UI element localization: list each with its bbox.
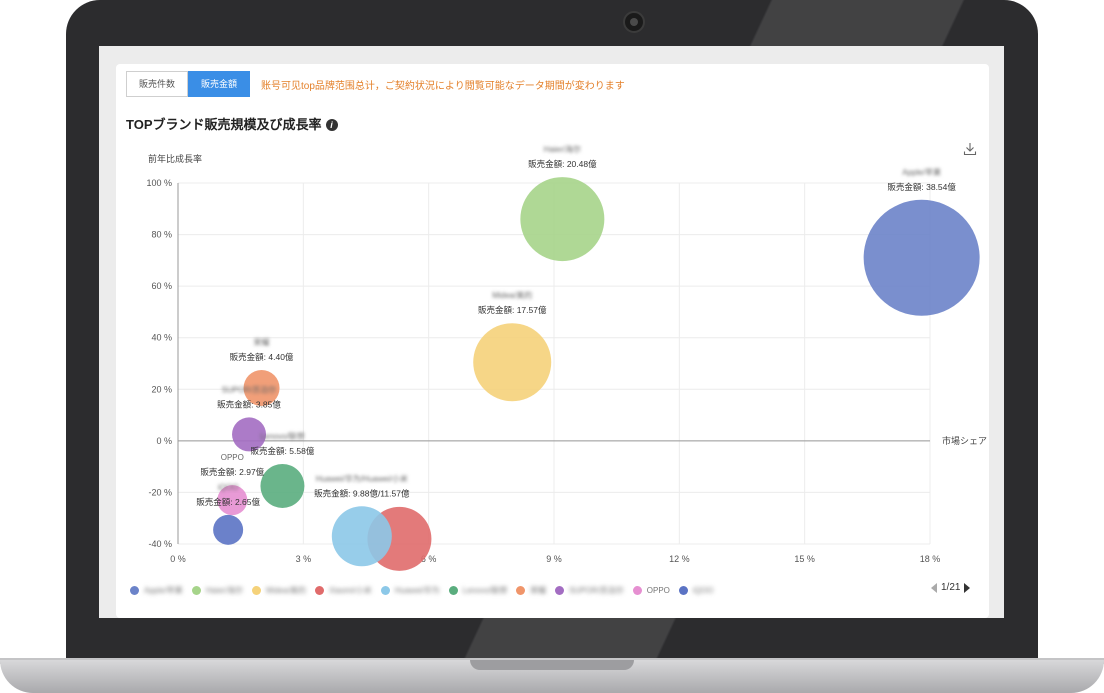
legend-label: Apple/苹果 bbox=[144, 586, 183, 595]
legend-swatch bbox=[130, 586, 139, 595]
x-tick-label: 0 % bbox=[170, 554, 186, 564]
x-axis-title: 市場シェア bbox=[942, 435, 987, 446]
laptop-notch bbox=[470, 660, 634, 670]
legend-item[interactable]: OPPO bbox=[632, 586, 670, 595]
legend-label: iQOO bbox=[692, 586, 714, 595]
legend-item[interactable]: iQOO bbox=[678, 586, 714, 595]
bubble-point bbox=[260, 463, 305, 508]
y-tick-label: -20 % bbox=[148, 487, 172, 497]
bubble-point bbox=[520, 177, 605, 262]
legend-label: 荣耀 bbox=[530, 586, 547, 595]
bubble-name-label: iQOO bbox=[218, 483, 238, 492]
bubble-value-label: 販売金額: 2.97億 bbox=[200, 467, 264, 477]
info-icon[interactable]: i bbox=[325, 119, 338, 131]
legend-swatch bbox=[315, 586, 325, 595]
data-range-notice: 账号可见top品牌范围总计，ご契約状況により閲覧可能なデータ期間が変わります bbox=[261, 81, 625, 92]
legend-swatch bbox=[252, 586, 262, 595]
chart-title-text: TOPブランド販売規模及び成長率 bbox=[126, 117, 322, 132]
legend-prev-icon[interactable] bbox=[931, 582, 937, 593]
legend-label: Huawei/华为 bbox=[394, 586, 440, 595]
bubble-value-label: 販売金額: 4.40億 bbox=[230, 352, 294, 362]
y-tick-label: 80 % bbox=[151, 230, 172, 240]
laptop-screen: 販売件数 販売金額 账号可见top品牌范围总计，ご契約状況により閲覧可能なデータ… bbox=[99, 46, 1004, 618]
legend-next-icon[interactable] bbox=[964, 582, 971, 593]
legend-item[interactable]: Apple/苹果 bbox=[130, 585, 183, 596]
legend-item[interactable]: 荣耀 bbox=[516, 585, 546, 596]
x-tick-label: 18 % bbox=[920, 554, 941, 564]
tab-sales-count[interactable]: 販売件数 bbox=[126, 71, 189, 97]
bubble-value-label: 販売金額: 20.48億 bbox=[528, 159, 597, 169]
y-tick-label: 100 % bbox=[146, 178, 172, 188]
bubble-name-label: Huawei/华为/Huawei/小米 bbox=[316, 473, 408, 483]
download-icon[interactable] bbox=[963, 142, 977, 156]
bubble-chart: 0 % 3 % 6 % 9 % 12 % 15 % 18 % 100 % 80 % 60 % 40 … bbox=[146, 144, 987, 571]
camera-icon bbox=[623, 11, 645, 33]
bubble-point bbox=[473, 323, 552, 402]
bubble-name-label: Apple/苹果 bbox=[902, 167, 941, 177]
x-tick-label: 12 % bbox=[669, 554, 690, 564]
bubble-name-label: OPPO bbox=[221, 453, 244, 462]
y-tick-label: 60 % bbox=[151, 281, 172, 291]
tab-sales-amount[interactable]: 販売金額 bbox=[188, 71, 251, 97]
legend-swatch bbox=[678, 586, 688, 595]
legend-page-indicator: 1/21 bbox=[941, 582, 961, 593]
legend-swatch bbox=[516, 586, 526, 595]
bubble-name-label: SUPOR/苏泊尔 bbox=[222, 384, 277, 394]
bubble-point bbox=[243, 369, 280, 406]
legend-label: SUPOR/苏泊尔 bbox=[569, 586, 624, 595]
x-tick-label: 3 % bbox=[296, 554, 312, 564]
chart-title: TOPブランド販売規模及び成長率 i bbox=[126, 114, 338, 133]
bubble-value-label: 販売金額: 3.85億 bbox=[217, 399, 281, 409]
legend-label: Midea/美的 bbox=[266, 586, 307, 595]
legend-item[interactable]: Lenovo/联想 bbox=[448, 585, 508, 596]
bubble-value-label: 販売金額: 5.58億 bbox=[251, 446, 315, 456]
bubble-name-label: Midea/美的 bbox=[492, 290, 532, 300]
legend-swatch bbox=[632, 586, 642, 595]
bubble-point bbox=[213, 514, 244, 545]
y-axis-title: 前年比成長率 bbox=[148, 153, 202, 164]
legend-swatch bbox=[380, 586, 390, 595]
y-tick-label: -40 % bbox=[148, 539, 172, 549]
bubble-point bbox=[863, 199, 980, 316]
metric-tabs: 販売件数 販売金額 bbox=[126, 71, 251, 97]
bubble-point bbox=[217, 485, 248, 516]
legend-swatch bbox=[448, 586, 458, 595]
legend-item[interactable]: Haier/海尔 bbox=[191, 585, 244, 596]
bubble-name-label: Lenovo/联想 bbox=[260, 431, 304, 441]
bubble-value-label: 販売金額: 17.57億 bbox=[478, 305, 547, 315]
legend-swatch bbox=[191, 586, 201, 595]
bubble-point bbox=[232, 417, 267, 452]
chart-panel: 販売件数 販売金額 账号可见top品牌范围总计，ご契約状況により閲覧可能なデータ… bbox=[116, 64, 989, 618]
bubble-point bbox=[331, 506, 392, 567]
legend-label: Haier/海尔 bbox=[205, 586, 244, 595]
y-tick-label: 40 % bbox=[151, 333, 172, 343]
bubble-value-label: 販売金額: 2.65億 bbox=[196, 497, 260, 507]
legend-item[interactable]: Xiaomi/小米 bbox=[315, 585, 372, 596]
x-tick-label: 9 % bbox=[546, 554, 562, 564]
legend-item[interactable]: Huawei/华为 bbox=[380, 585, 440, 596]
chart-legend: Apple/苹果 Haier/海尔 Midea/美的 Xiaomi/小米 Huawei/… bbox=[130, 585, 722, 596]
bubble-name-label: Haier/海尔 bbox=[544, 144, 581, 154]
legend-label: Lenovo/联想 bbox=[462, 586, 508, 595]
x-tick-label: 6 % bbox=[421, 554, 437, 564]
y-tick-label: 20 % bbox=[151, 384, 172, 394]
legend-swatch bbox=[555, 586, 565, 595]
legend-label: OPPO bbox=[646, 586, 670, 595]
bubble-value-label: 販売金額: 38.54億 bbox=[887, 182, 956, 192]
bubble-name-label: 荣耀 bbox=[254, 337, 270, 347]
legend-label: Xiaomi/小米 bbox=[329, 586, 372, 595]
bubble-value-label: 販売金額: 9.88億/11.57億 bbox=[314, 488, 410, 498]
x-tick-label: 15 % bbox=[794, 554, 815, 564]
y-tick-label: 0 % bbox=[156, 436, 172, 446]
legend-item[interactable]: Midea/美的 bbox=[252, 585, 306, 596]
legend-pager: 1/21 bbox=[931, 582, 971, 593]
legend-item[interactable]: SUPOR/苏泊尔 bbox=[555, 585, 624, 596]
